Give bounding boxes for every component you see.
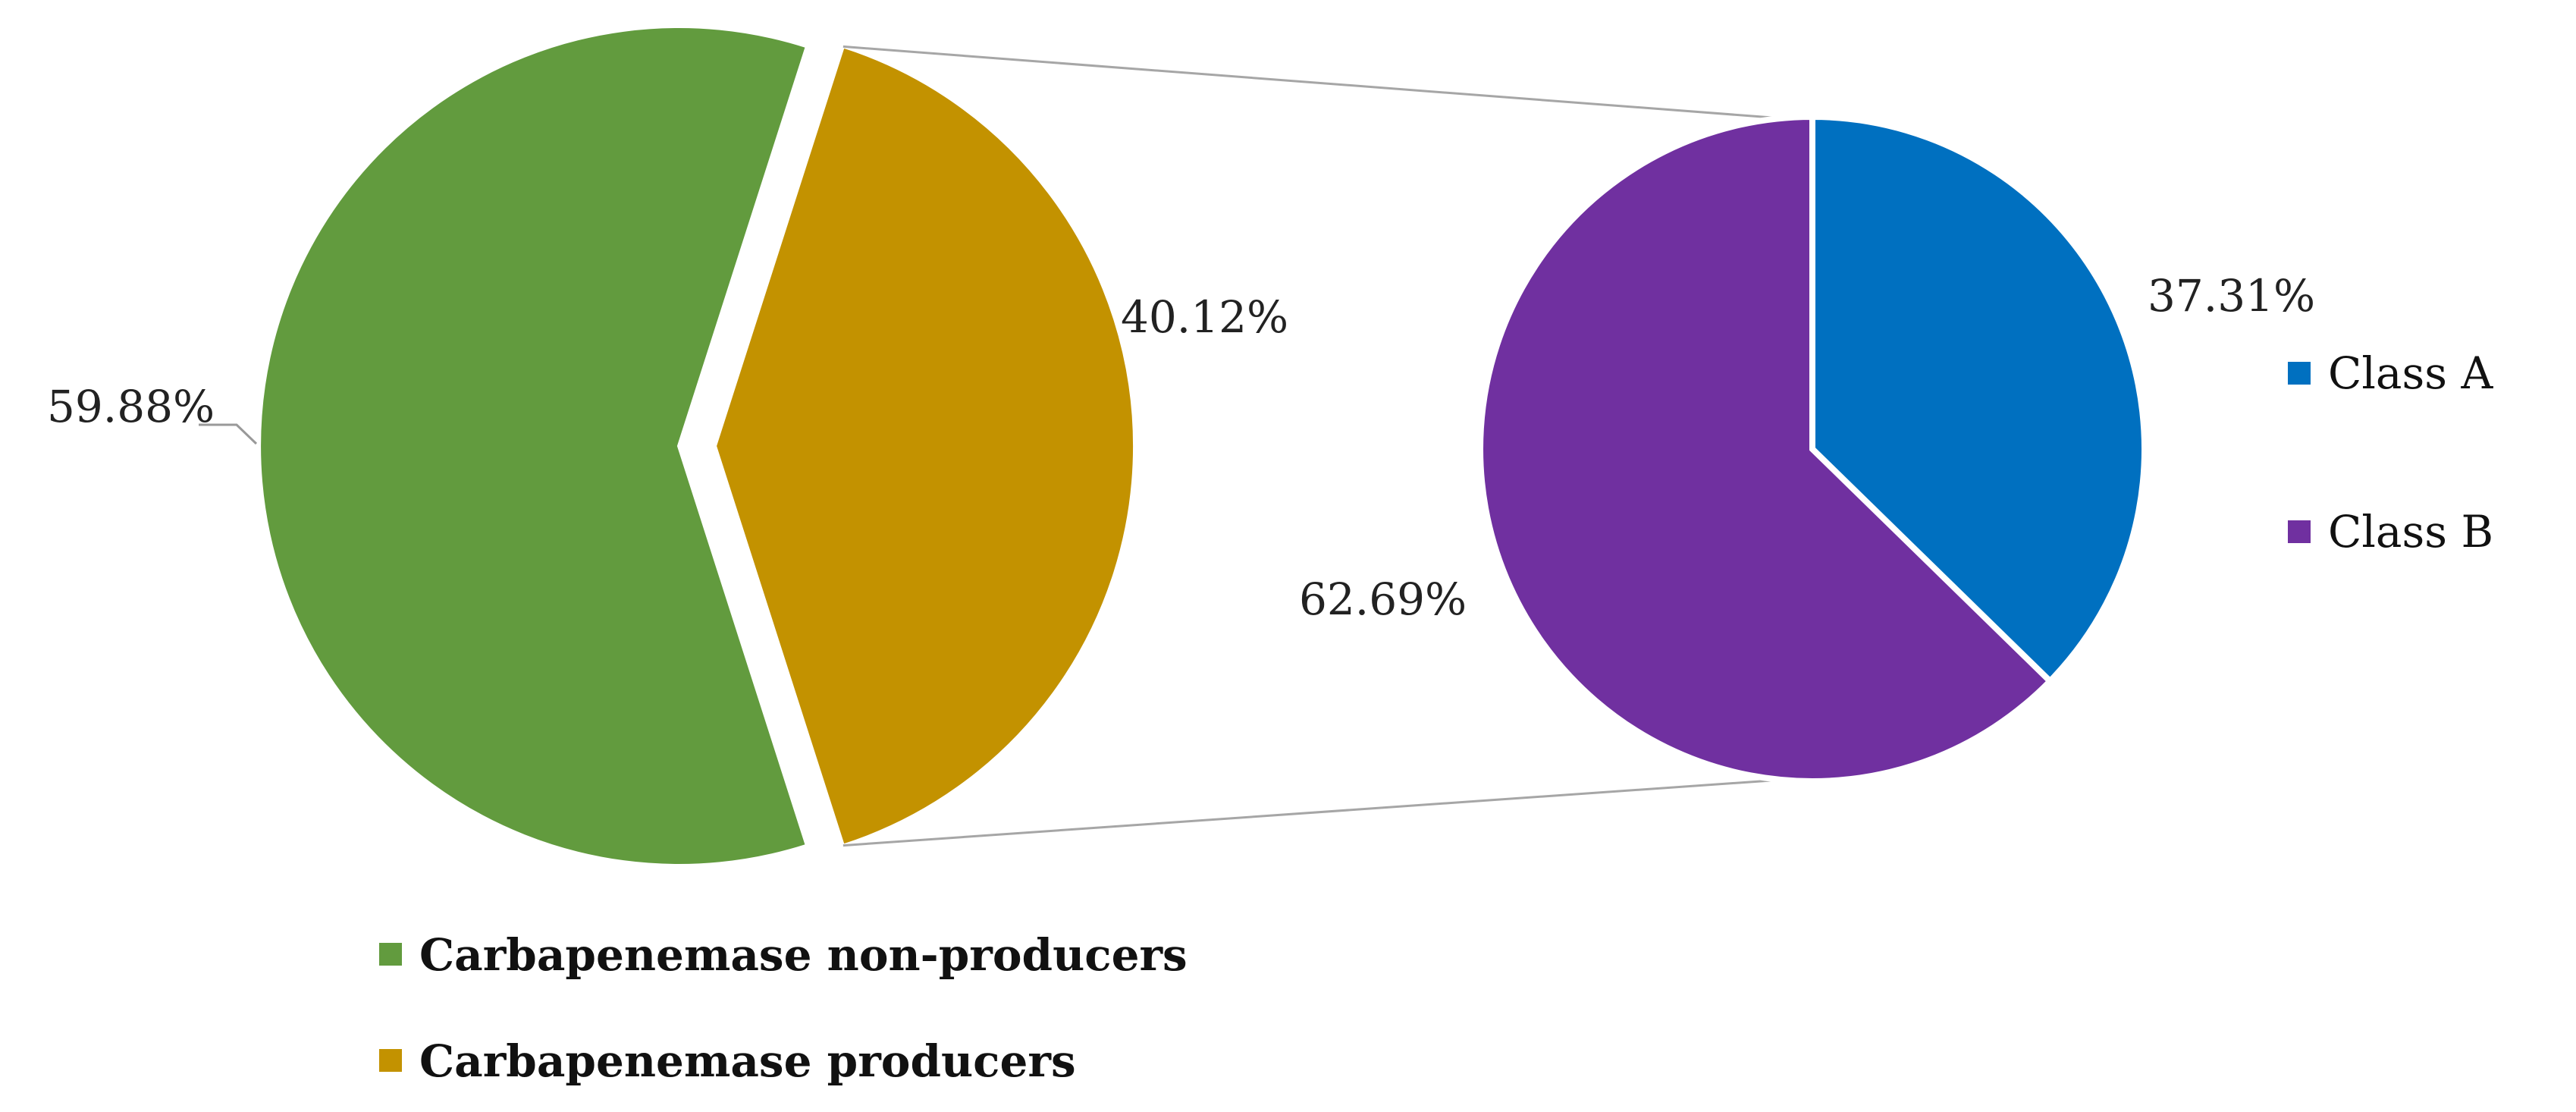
sub-slice-class-a — [1809, 113, 2148, 686]
data-label-producers: 40.12% — [1121, 291, 1288, 343]
legend-swatch-class-b — [2288, 520, 2311, 543]
legend-label-class-b: Class B — [2328, 506, 2493, 558]
legend-swatch-non-producers — [379, 943, 402, 966]
main-pie — [258, 25, 1137, 867]
connector-line-bottom — [842, 778, 1783, 847]
legend-swatch-producers — [379, 1049, 402, 1072]
sub-slice-class-b — [1477, 113, 2055, 784]
legend-label-non-producers: Carbapenemase non-producers — [419, 929, 1188, 981]
connector-lines — [842, 45, 1783, 847]
main-slice-carbapenemase-non-producers — [258, 25, 809, 867]
data-label-non-producers: 59.88% — [47, 381, 215, 432]
data-label-class-a: 37.31% — [2148, 270, 2315, 322]
connector-line-top — [842, 45, 1783, 120]
sub-pie — [1477, 113, 2148, 784]
main-slice-carbapenemase-producers — [713, 44, 1137, 848]
legend-label-producers: Carbapenemase producers — [419, 1035, 1076, 1087]
leader-line-non-producers — [199, 423, 258, 445]
legend-label-class-a: Class A — [2328, 347, 2493, 399]
legend-swatch-class-a — [2288, 362, 2311, 385]
data-label-class-b: 62.69% — [1299, 573, 1467, 625]
